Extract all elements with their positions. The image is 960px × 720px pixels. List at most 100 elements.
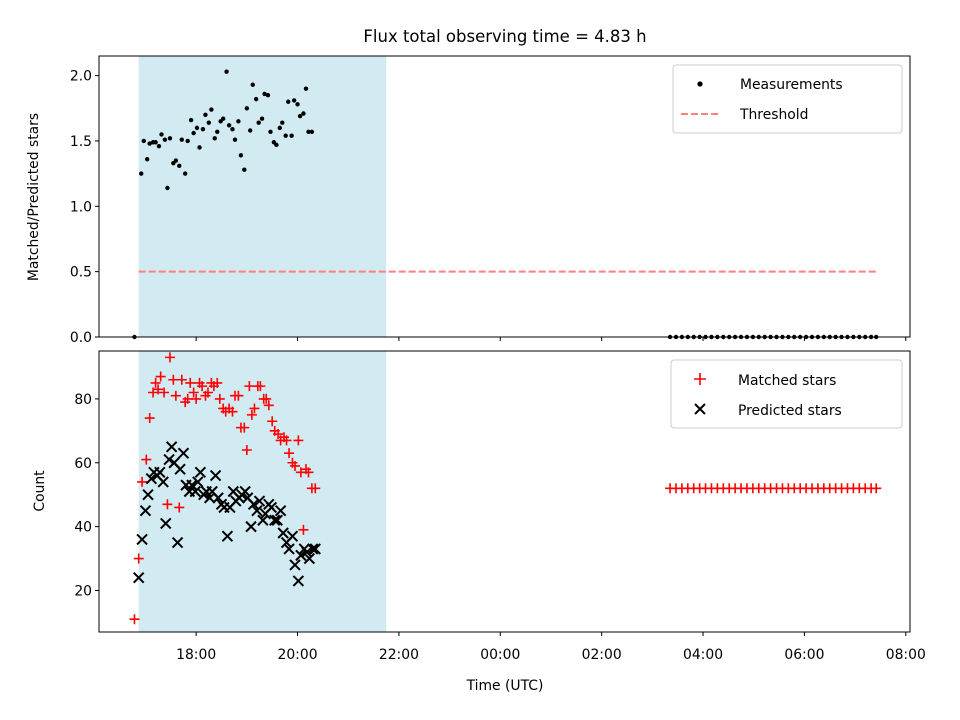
matched-star-point	[164, 352, 175, 363]
x-tick-label: 02:00	[582, 647, 622, 663]
matched-star-point	[144, 413, 155, 424]
measurement-point	[200, 126, 206, 132]
matched-star-point	[227, 406, 238, 417]
measurement-point	[206, 120, 212, 125]
measurement-point	[188, 117, 194, 123]
predicted-star-point	[257, 514, 269, 526]
y-tick-label: 1.5	[70, 134, 92, 150]
measurement-point	[232, 137, 238, 142]
x-axis-label: Time (UTC)	[466, 678, 544, 694]
matched-star-point	[202, 387, 213, 398]
top-x-ticks	[195, 337, 907, 341]
predicted-star-point	[209, 469, 222, 482]
predicted-star-point	[295, 549, 307, 562]
bottom-observing-span	[138, 351, 387, 632]
predicted-star-point	[212, 492, 224, 504]
matched-star-point	[284, 448, 295, 459]
predicted-star-point	[274, 504, 287, 517]
measurement-point	[242, 167, 247, 172]
matched-star-point	[191, 393, 202, 404]
matched-star-point	[273, 429, 284, 440]
matched-star-point	[298, 524, 309, 535]
measurement-point	[306, 129, 311, 135]
x-tick-label: 04:00	[683, 647, 723, 663]
bottom-axes-frame	[98, 350, 911, 633]
measurement-point	[265, 93, 271, 98]
predicted-star-point	[301, 546, 313, 558]
measurement-point	[303, 86, 309, 91]
predicted-star-point	[247, 498, 260, 510]
measurement-point	[215, 129, 220, 135]
legend-matched-label: Matched stars	[738, 373, 836, 389]
measurement-point	[248, 128, 253, 133]
x-tick-label: 00:00	[480, 647, 520, 663]
matched-star-point	[197, 381, 208, 392]
measurement-point	[226, 123, 232, 128]
predicted-star-point	[286, 530, 299, 542]
matched-star-point	[148, 387, 159, 398]
measurement-point	[203, 112, 208, 118]
matched-star-point	[176, 374, 187, 385]
x-tick-label: 18:00	[176, 647, 216, 663]
matched-star-point	[239, 422, 250, 433]
y-tick-label: 2.0	[70, 69, 92, 85]
measurement-point	[179, 137, 184, 142]
predicted-star-point	[186, 479, 198, 491]
measurement-point	[301, 111, 306, 116]
matched-star-point	[233, 390, 244, 401]
bottom-panel-marks	[129, 352, 882, 625]
measurement-point	[177, 163, 182, 168]
predicted-star-point	[303, 552, 316, 565]
x-tick-label: 20:00	[278, 647, 318, 663]
measurement-point	[224, 69, 229, 74]
measurement-point	[289, 133, 294, 138]
matched-star-point	[310, 483, 321, 494]
predicted-star-point	[289, 559, 301, 571]
predicted-star-point	[307, 543, 319, 555]
predicted-star-point	[194, 466, 207, 479]
predicted-star-point	[192, 476, 204, 488]
measurement-point	[147, 141, 152, 146]
predicted-star-point	[253, 495, 266, 507]
matched-star-point	[246, 409, 257, 420]
bottom-legend-box	[670, 359, 903, 429]
measurement-point	[297, 113, 303, 119]
predicted-star-point	[139, 504, 152, 517]
matched-star-point	[289, 460, 300, 471]
matched-star-point	[141, 454, 152, 465]
legend-measurements-label: Measurements	[740, 77, 843, 93]
matched-star-point	[261, 393, 272, 404]
y-tick-label: 20	[74, 583, 92, 599]
top-panel: 0.00.51.01.52.0 Matched/Predicted stars …	[26, 55, 911, 346]
matched-star-point	[170, 390, 181, 401]
matched-star-point	[185, 377, 196, 388]
measurement-point	[197, 145, 202, 150]
predicted-star-point	[163, 453, 175, 466]
bottom-y-ticks: 20 40 60 80	[74, 392, 99, 599]
measurement-point	[283, 133, 288, 138]
matched-star-point	[303, 467, 314, 478]
legend-measurements-marker	[697, 81, 703, 87]
predicted-star-point	[171, 536, 184, 549]
matched-star-point	[153, 384, 164, 395]
top-y-ticks: 0.0 0.5 1.0 1.5 2.0	[70, 69, 99, 346]
measurement-point	[277, 125, 282, 131]
predicted-star-point	[160, 517, 172, 530]
predicted-star-point	[203, 492, 216, 504]
measurement-point	[165, 185, 170, 191]
matched-star-point	[182, 393, 193, 404]
measurement-point	[194, 125, 200, 131]
measurement-point	[230, 126, 235, 132]
predicted-star-point	[177, 447, 190, 459]
measurement-point	[153, 140, 158, 145]
matched-star-point	[162, 499, 173, 510]
matched-star-point	[155, 371, 166, 382]
matched-star-point	[159, 387, 170, 398]
measurement-point	[259, 116, 265, 121]
predicted-star-point	[239, 485, 251, 498]
bottom-legend: Matched stars Predicted stars	[670, 359, 903, 429]
measurement-point	[291, 98, 297, 103]
matched-star-point	[133, 553, 144, 564]
top-y-axis-label: Matched/Predicted stars	[26, 113, 42, 281]
